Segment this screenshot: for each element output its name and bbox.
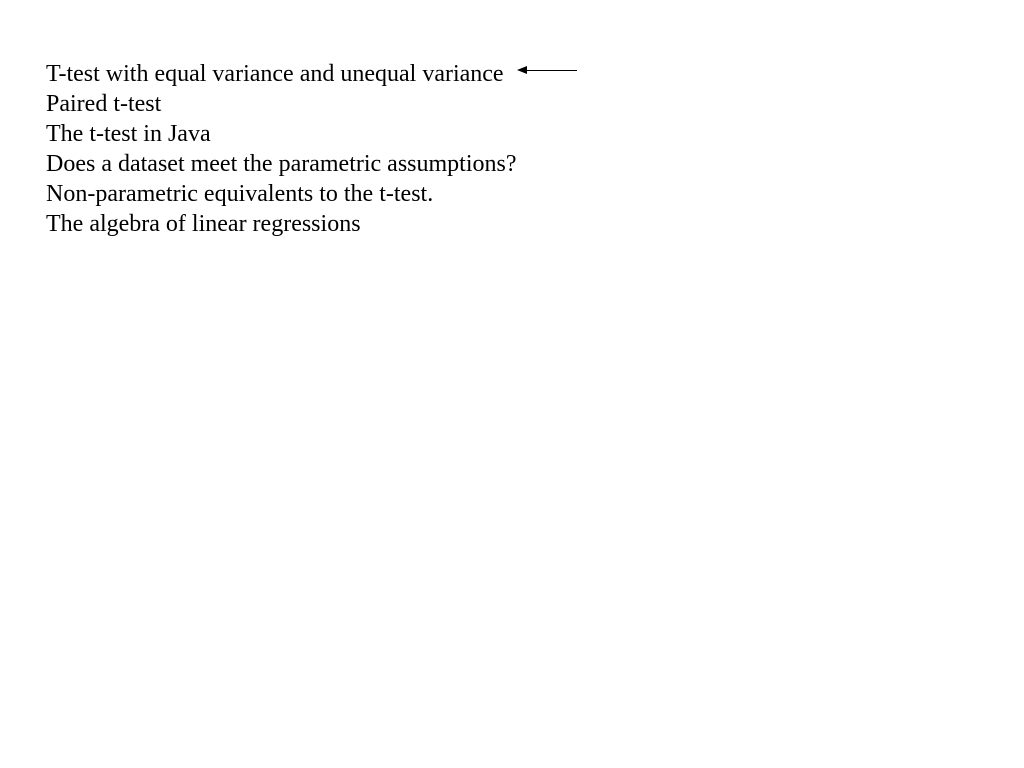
text-line-5: Non-parametric equivalents to the t-test…: [46, 179, 517, 209]
text-line-3: The t-test in Java: [46, 119, 517, 149]
text-line-2: Paired t-test: [46, 89, 517, 119]
text-content: T-test with equal variance and unequal v…: [46, 59, 517, 239]
text-line-1: T-test with equal variance and unequal v…: [46, 59, 517, 89]
text-line-4: Does a dataset meet the parametric assum…: [46, 149, 517, 179]
text-line-6: The algebra of linear regressions: [46, 209, 517, 239]
arrow-line: [525, 70, 577, 71]
